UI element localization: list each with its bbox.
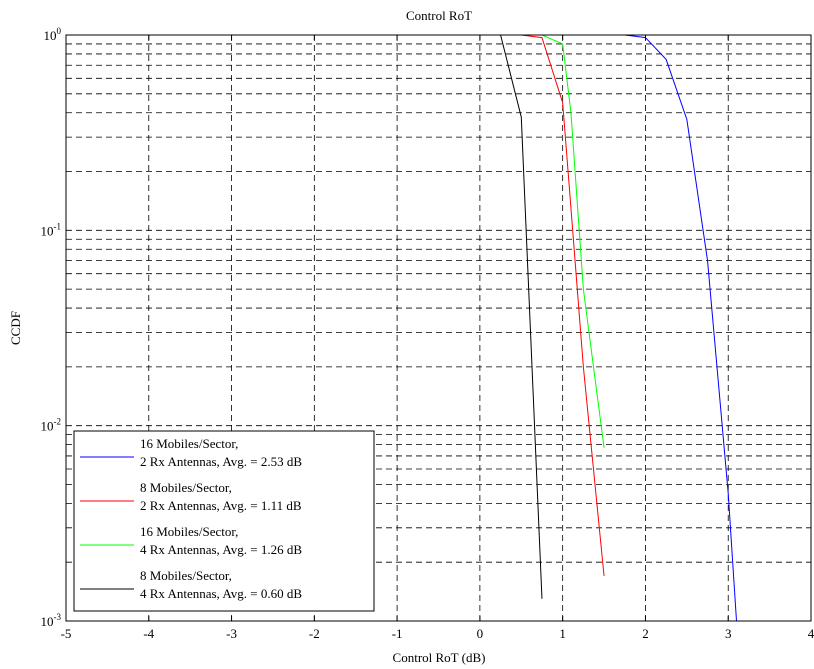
legend-label-line2: 4 Rx Antennas, Avg. = 1.26 dB bbox=[140, 542, 302, 557]
plot-frame bbox=[65, 34, 812, 622]
legend-label-line1: 8 Mobiles/Sector, bbox=[140, 480, 232, 495]
y-tick-label: 10-3 bbox=[41, 612, 62, 629]
x-tick-label: -2 bbox=[309, 626, 320, 641]
legend-label-line1: 16 Mobiles/Sector, bbox=[140, 524, 238, 539]
x-tick-label: -5 bbox=[61, 626, 72, 641]
chart-title: Control RoT bbox=[406, 8, 472, 23]
y-axis-label: CCDF bbox=[8, 311, 23, 345]
x-tick-label: -4 bbox=[143, 626, 154, 641]
legend-label-line2: 4 Rx Antennas, Avg. = 0.60 dB bbox=[140, 586, 302, 601]
legend-label-line2: 2 Rx Antennas, Avg. = 2.53 dB bbox=[140, 454, 302, 469]
x-tick-label: 0 bbox=[477, 626, 484, 641]
legend-box bbox=[73, 430, 375, 612]
legend-label-line2: 2 Rx Antennas, Avg. = 1.11 dB bbox=[140, 498, 302, 513]
legend: 16 Mobiles/Sector, 2 Rx Antennas, Avg. = … bbox=[73, 430, 375, 612]
x-tick-label: 1 bbox=[559, 626, 566, 641]
x-tick-label: 4 bbox=[808, 626, 814, 641]
legend-label-line1: 8 Mobiles/Sector, bbox=[140, 568, 232, 583]
y-tick-label: 10-1 bbox=[41, 221, 62, 238]
x-tick-label: -1 bbox=[392, 626, 403, 641]
x-tick-label: -3 bbox=[226, 626, 237, 641]
x-tick-label: 2 bbox=[642, 626, 649, 641]
x-tick-label: 3 bbox=[725, 626, 732, 641]
y-tick-labels: 100 10-1 10-2 10-3 bbox=[41, 26, 62, 629]
grid-lines bbox=[65, 35, 812, 621]
x-tick-labels: -5 -4 -3 -2 -1 0 1 2 3 4 bbox=[61, 626, 814, 641]
x-axis-label: Control RoT (dB) bbox=[393, 650, 486, 665]
legend-label-line1: 16 Mobiles/Sector, bbox=[140, 436, 238, 451]
y-tick-label: 10-2 bbox=[41, 417, 62, 434]
y-tick-label: 100 bbox=[44, 26, 62, 43]
